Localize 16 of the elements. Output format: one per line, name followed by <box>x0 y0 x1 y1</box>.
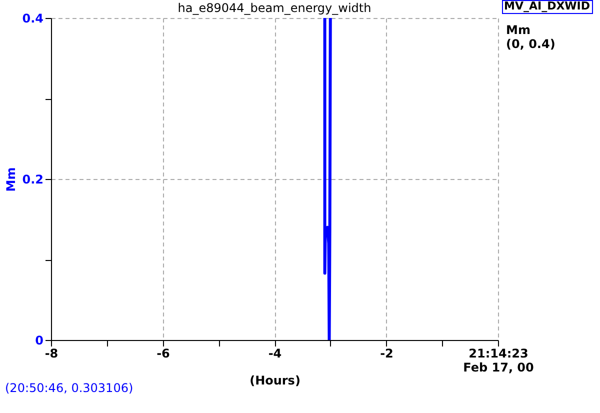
x-tick-label: -6 <box>156 346 170 360</box>
y-tick-label: 0 <box>35 334 44 348</box>
x-axis-title: (Hours) <box>250 374 300 388</box>
x-tick-label: -2 <box>380 346 394 360</box>
x-tick-label: 21:14:23 Feb 17, 00 <box>463 346 534 374</box>
x-tick-label: -4 <box>268 346 282 360</box>
text: (0, 0.4) <box>506 37 556 51</box>
text: (20:50:46, 0.303106) <box>5 381 134 395</box>
line-series <box>323 18 332 340</box>
y-axis-title: Mm <box>4 167 18 192</box>
chart-title: ha_e89044_beam_energy_width <box>178 1 372 15</box>
text: Mm <box>506 23 530 37</box>
x-tick-label: -8 <box>44 346 58 360</box>
y-tick-label: 0.2 <box>22 172 44 186</box>
y-tick-label: 0.4 <box>22 12 44 26</box>
text: MV_AI_DXWID <box>504 0 590 12</box>
